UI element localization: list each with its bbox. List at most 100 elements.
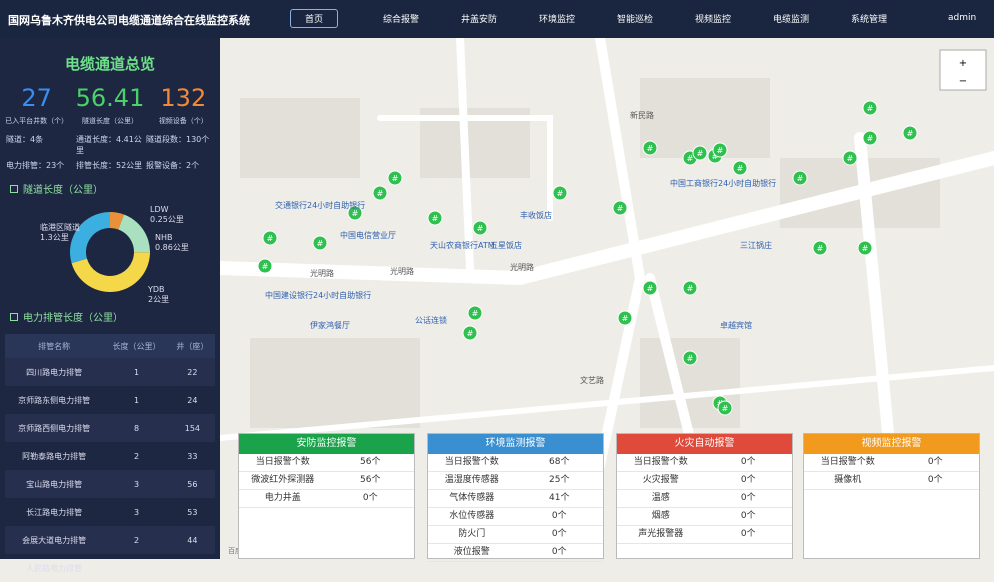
donut-label: LDW — [150, 205, 169, 214]
header-cell: 井（座） — [169, 334, 215, 358]
map-marker[interactable]: # — [902, 125, 918, 141]
map-marker[interactable]: # — [642, 140, 658, 156]
marker-dot — [812, 240, 828, 256]
panel-cell: 25个 — [549, 475, 570, 485]
nav-item[interactable]: 系统管理 — [851, 15, 888, 25]
nav-item[interactable]: 井盖安防 — [461, 15, 498, 25]
header: 国网乌鲁木齐供电公司电缆通道综合在线监控系统 首页 综合报警 井盖安防 环境监控 智能巡… — [0, 0, 994, 38]
table-row: 京师路西侧电力排管 8 154 — [5, 414, 215, 442]
left-panel: 电缆通道总览 27 已入平台井数（个） 56.41 隧道长度（公里） 132 视频设备（个… — [0, 38, 220, 573]
panel-cell: 41个 — [549, 493, 570, 503]
map-marker[interactable]: # — [467, 305, 483, 321]
marker-icon: # — [557, 189, 564, 198]
nav-item[interactable]: 综合报警 — [383, 15, 420, 25]
marker-icon: # — [352, 209, 359, 218]
map-marker[interactable]: # — [262, 230, 278, 246]
map-marker[interactable]: # — [552, 185, 568, 201]
table-cell: 宝山路电力排管 — [5, 470, 104, 498]
map-label: 丰收饭店 — [520, 210, 552, 220]
donut-segment — [70, 212, 110, 264]
map-marker[interactable]: # — [372, 185, 388, 201]
detail: 隧道：4条 — [6, 135, 44, 144]
panel-row: 当日报警个数 0个 — [804, 454, 979, 472]
map-marker[interactable]: # — [257, 258, 273, 274]
nav-item[interactable]: 环境监控 — [539, 15, 576, 25]
marker-icon: # — [392, 174, 399, 183]
table-cell: 33 — [187, 451, 198, 461]
marker-dot — [842, 150, 858, 166]
map-marker[interactable]: # — [682, 350, 698, 366]
map-marker[interactable]: # — [347, 205, 363, 221]
map-marker[interactable]: # — [617, 310, 633, 326]
marker-dot — [712, 142, 728, 158]
marker-icon: # — [737, 164, 744, 173]
table-cell: 8 — [103, 414, 170, 442]
map-marker[interactable]: # — [792, 170, 808, 186]
user[interactable]: admin — [948, 13, 977, 23]
donut-value: 0.25公里 — [150, 215, 184, 224]
panel-title: 视频监控报警 — [804, 434, 979, 454]
table-row: 阿勒泰路电力排管 2 33 — [5, 442, 215, 470]
panel-cell: 0个 — [740, 511, 756, 521]
app-title: 国网乌鲁木齐供电公司电缆通道综合在线监控系统 — [8, 14, 250, 27]
map-marker[interactable]: # — [857, 240, 873, 256]
panel-title: 安防监控报警 — [239, 434, 414, 454]
marker-icon: # — [617, 204, 624, 213]
panel-row: 水位传感器 0个 — [428, 508, 603, 526]
stat-value: 132 — [160, 84, 207, 112]
marker-icon: # — [907, 129, 914, 138]
nav-item[interactable]: 智能巡检 — [617, 15, 654, 25]
marker-dot — [862, 130, 878, 146]
donut-segment — [71, 252, 150, 292]
table-row: 会展大道电力排管 2 44 — [5, 526, 215, 554]
map-marker[interactable]: # — [312, 235, 328, 251]
map-marker[interactable]: # — [472, 220, 488, 236]
marker-icon: # — [687, 354, 694, 363]
detail: 电力排管：23个 — [6, 161, 65, 170]
map-marker[interactable]: # — [812, 240, 828, 256]
details: 隧道：4条 通道长度：4.41公里 隧道段数：130个 电力排管：23个 排管长度：52… — [6, 130, 220, 171]
stat: 27 已入平台井数（个） — [0, 84, 73, 126]
nav-item[interactable]: 视频监控 — [695, 15, 732, 25]
map-marker[interactable]: # — [387, 170, 403, 186]
map-marker[interactable]: # — [862, 130, 878, 146]
table-cell: 阿勒泰路电力排管 — [22, 451, 87, 461]
panel-cell: 烟感 — [651, 511, 670, 521]
map-marker[interactable]: # — [462, 325, 478, 341]
map-marker[interactable]: # — [692, 145, 708, 161]
map-marker[interactable]: # — [682, 280, 698, 296]
map-label: 光明路 — [390, 266, 414, 276]
table-row: 京师路东侧电力排管 1 24 — [5, 386, 215, 414]
marker-icon: # — [697, 149, 704, 158]
map-marker[interactable]: # — [842, 150, 858, 166]
nav-item[interactable]: 电缆监测 — [773, 15, 810, 25]
panel-row: 温湿度传感器 25个 — [428, 472, 603, 490]
stats: 27 已入平台井数（个） 56.41 隧道长度（公里） 132 视频设备（个） — [0, 84, 220, 126]
map-marker[interactable]: # — [732, 160, 748, 176]
donut-value: 2公里 — [148, 295, 169, 304]
map-marker[interactable]: # — [612, 200, 628, 216]
marker-icon: # — [647, 144, 654, 153]
panel-cell: 0个 — [551, 547, 567, 557]
donut-value: 1.3公里 — [40, 233, 69, 242]
panel-cell: 温感 — [651, 493, 670, 503]
table-cell: 人民路电力排管 — [26, 563, 83, 573]
map-marker[interactable]: # — [717, 400, 733, 416]
map-marker[interactable]: # — [862, 100, 878, 116]
map-marker[interactable]: # — [712, 142, 728, 158]
map-marker[interactable]: # — [427, 210, 443, 226]
marker-dot — [387, 170, 403, 186]
panel-cell: 0个 — [551, 511, 567, 521]
donut-value: 0.86公里 — [155, 243, 189, 252]
stat: 132 视频设备（个） — [147, 84, 220, 126]
panel-cell: 0个 — [927, 457, 943, 467]
alarm-panel: 安防监控报警 当日报警个数 56个 微波红外探测器 56个 电力井盖 0个 — [238, 433, 415, 559]
donut-label: NHB — [155, 233, 173, 242]
marker-dot — [312, 235, 328, 251]
nav-item[interactable]: 首页 — [290, 9, 339, 28]
map-marker[interactable]: # — [642, 280, 658, 296]
panel-row: 当日报警个数 0个 — [617, 454, 792, 472]
marker-icon: # — [687, 284, 694, 293]
table-cell: 3 — [134, 507, 140, 517]
